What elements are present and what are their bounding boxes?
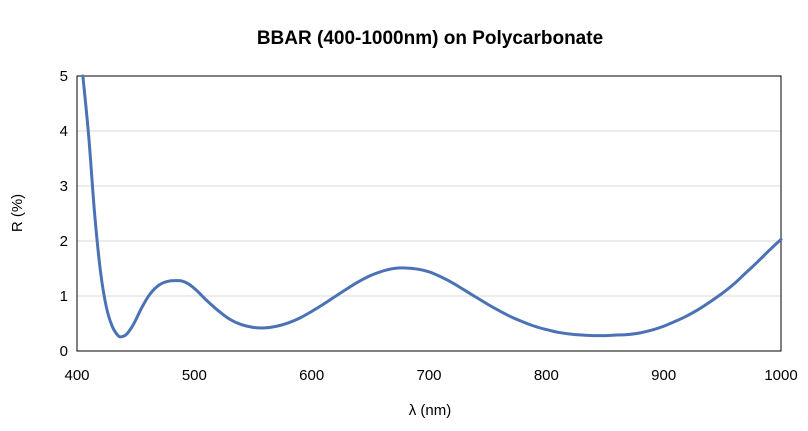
y-tick-label: 1 — [60, 288, 68, 305]
x-axis-label: λ (nm) — [409, 402, 452, 419]
chart-title: BBAR (400-1000nm) on Polycarbonate — [257, 28, 603, 49]
y-axis-label: R (%) — [9, 194, 26, 232]
gridlines — [77, 130, 781, 297]
y-tick-labels: 0 1 2 3 4 5 — [60, 68, 68, 360]
x-tick-label: 800 — [534, 367, 559, 384]
x-tick-label: 600 — [299, 367, 324, 384]
y-tick-label: 2 — [60, 233, 68, 250]
x-tick-label: 900 — [651, 367, 676, 384]
x-tick-label: 700 — [416, 367, 441, 384]
x-tick-label: 400 — [64, 367, 89, 384]
x-tick-labels: 400 500 600 700 800 900 1000 — [64, 367, 797, 384]
reflectance-series-line — [81, 74, 783, 339]
y-tick-label: 0 — [60, 343, 68, 360]
y-tick-label: 4 — [60, 123, 68, 140]
y-tick-label: 3 — [60, 178, 68, 195]
x-tick-label: 1000 — [764, 367, 797, 384]
y-tick-label: 5 — [60, 68, 68, 85]
x-tick-label: 500 — [182, 367, 207, 384]
plot-frame — [76, 75, 782, 352]
